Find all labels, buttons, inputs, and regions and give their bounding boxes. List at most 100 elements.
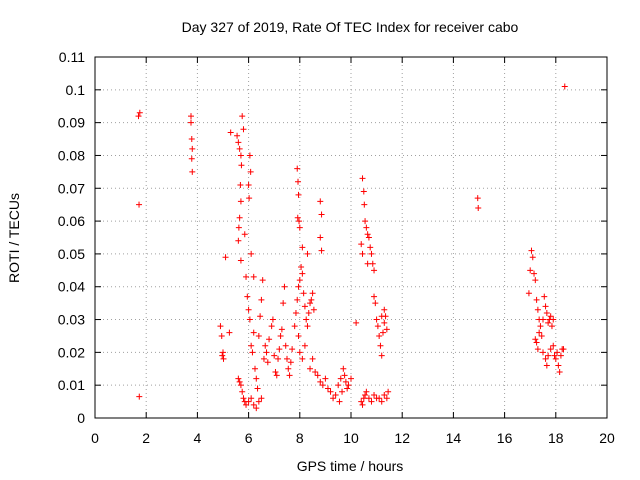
x-tick-label: 2: [142, 430, 150, 446]
data-point: [257, 313, 264, 320]
data-point: [529, 254, 536, 261]
data-point: [550, 342, 557, 349]
data-point: [301, 303, 308, 310]
data-point: [342, 378, 349, 385]
data-point: [376, 395, 383, 402]
data-point: [220, 355, 227, 362]
data-point: [358, 241, 365, 248]
data-point: [189, 145, 196, 152]
data-point: [336, 398, 343, 405]
data-point: [235, 375, 242, 382]
data-point: [305, 309, 312, 316]
data-point: [235, 224, 242, 231]
x-tick-label: 6: [245, 430, 253, 446]
data-point: [383, 395, 390, 402]
data-point: [272, 369, 279, 376]
data-point: [237, 198, 244, 205]
data-point: [376, 332, 383, 339]
data-point: [344, 385, 351, 392]
data-point: [255, 398, 262, 405]
data-point: [551, 352, 558, 359]
grid: [95, 57, 607, 418]
y-tick-label: 0.07: [58, 180, 85, 196]
data-point: [299, 355, 306, 362]
data-point: [527, 267, 534, 274]
data-point: [548, 323, 555, 330]
x-tick-label: 12: [394, 430, 410, 446]
data-point: [358, 398, 365, 405]
data-point: [244, 293, 251, 300]
data-point: [238, 162, 245, 169]
data-point: [367, 244, 374, 251]
data-point: [309, 355, 316, 362]
data-point: [378, 352, 385, 359]
data-point: [300, 290, 307, 297]
data-point: [340, 365, 347, 372]
data-point: [324, 385, 331, 392]
data-point: [309, 290, 316, 297]
data-point: [235, 237, 242, 244]
data-point: [362, 218, 369, 225]
data-point: [307, 365, 314, 372]
data-point: [534, 306, 541, 313]
data-point: [273, 372, 280, 379]
data-point: [545, 319, 552, 326]
data-point: [259, 277, 266, 284]
data-point: [282, 342, 289, 349]
data-point: [295, 191, 302, 198]
y-tick-label: 0.1: [66, 82, 86, 98]
data-point: [360, 395, 367, 402]
data-point: [345, 382, 352, 389]
data-point: [135, 113, 142, 120]
data-point: [381, 392, 388, 399]
data-point: [540, 349, 546, 356]
data-point: [335, 382, 342, 389]
data-point: [543, 309, 550, 316]
data-point: [531, 270, 538, 277]
data-point: [253, 375, 260, 382]
data-point: [245, 181, 252, 188]
data-point: [359, 250, 366, 257]
data-point: [294, 214, 301, 221]
data-point: [243, 401, 250, 408]
data-point: [385, 388, 392, 395]
data-point: [285, 365, 292, 372]
data-point: [314, 372, 321, 379]
y-axis-label: ROTI / TECUs: [6, 193, 22, 283]
data-point: [226, 329, 233, 336]
y-tick-label: 0.04: [58, 279, 85, 295]
data-point: [299, 270, 306, 277]
x-tick-label: 8: [296, 430, 304, 446]
data-point: [296, 349, 303, 356]
data-point: [317, 234, 324, 241]
data-point: [136, 393, 143, 400]
data-point: [245, 398, 252, 405]
data-point: [258, 296, 265, 303]
data-point: [368, 250, 375, 257]
data-point: [271, 352, 278, 359]
data-point: [533, 339, 540, 346]
data-point: [341, 372, 348, 379]
data-point: [287, 359, 294, 366]
y-tick-label: 0.11: [59, 49, 85, 65]
data-point: [360, 188, 367, 195]
data-point: [330, 395, 337, 402]
data-point: [363, 388, 370, 395]
data-point: [236, 214, 243, 221]
y-tick-label: 0.08: [58, 147, 85, 163]
y-tick-label: 0.05: [58, 246, 85, 262]
data-point: [295, 332, 302, 339]
data-point: [373, 316, 380, 323]
data-point: [332, 392, 339, 399]
data-point: [236, 145, 243, 152]
data-point: [304, 250, 311, 257]
chart-title: Day 327 of 2019, Rate Of TEC Index for r…: [182, 19, 519, 35]
data-point: [547, 346, 554, 353]
data-point: [245, 306, 252, 313]
data-point: [250, 401, 257, 408]
data-point: [246, 152, 253, 159]
data-point: [318, 247, 325, 254]
data-point: [281, 283, 288, 290]
